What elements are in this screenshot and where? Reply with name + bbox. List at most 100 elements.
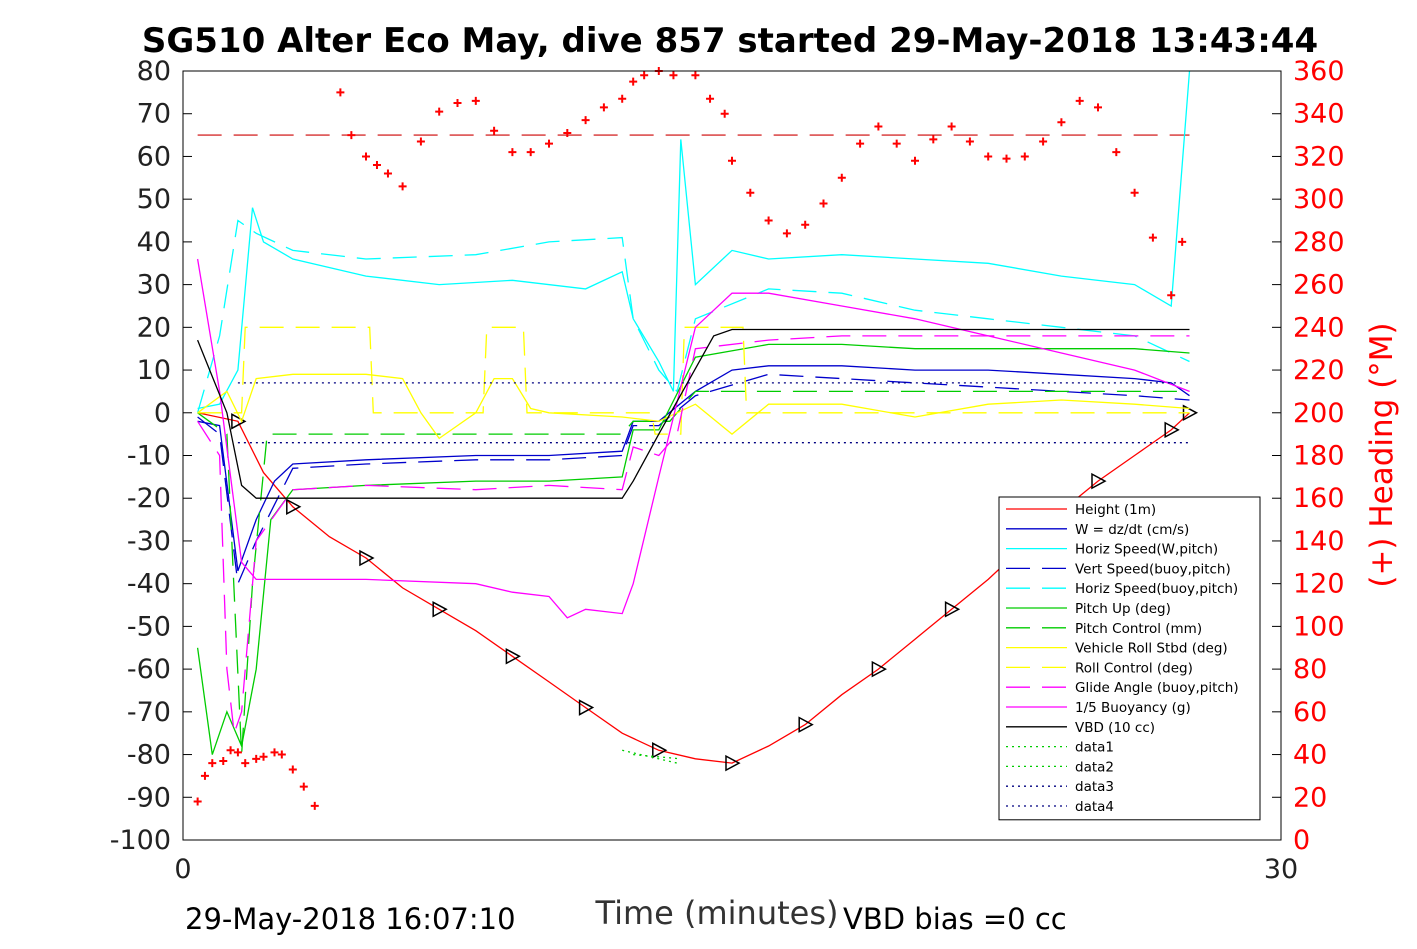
heading-point xyxy=(563,128,572,137)
heading-point xyxy=(1094,103,1102,112)
y-tick-label: -100 xyxy=(110,825,171,856)
x-tick-label: 30 xyxy=(1264,854,1298,885)
legend-entry: Vehicle Roll Stbd (deg) xyxy=(1075,641,1228,657)
y2-tick-label: 120 xyxy=(1293,569,1345,600)
heading-point xyxy=(618,94,627,103)
x-tick-label: 0 xyxy=(174,854,191,885)
y2-tick-label: 300 xyxy=(1293,184,1345,215)
heading-point xyxy=(1167,291,1176,300)
series-line-1-5-buoyancy-g xyxy=(196,258,1190,619)
legend-entry: Height (1m) xyxy=(1075,502,1156,518)
height-point-marker xyxy=(286,498,302,516)
heading-point xyxy=(471,96,480,105)
series-line-pitch-control-mm xyxy=(197,390,1190,755)
heading-point xyxy=(336,88,345,97)
heading-point xyxy=(193,797,202,806)
heading-point xyxy=(270,748,279,757)
heading-point xyxy=(929,135,938,144)
y-tick-label: -30 xyxy=(127,526,171,557)
heading-point xyxy=(219,756,228,765)
heading-markers xyxy=(193,67,1187,810)
heading-point xyxy=(640,71,649,80)
heading-point xyxy=(706,94,715,103)
heading-point xyxy=(347,131,356,140)
height-point-marker xyxy=(652,742,668,759)
y2-tick-label: 80 xyxy=(1293,654,1327,685)
heading-point xyxy=(947,122,956,131)
legend-entry: data1 xyxy=(1075,740,1114,756)
heading-point xyxy=(629,77,638,86)
heading-point xyxy=(1039,137,1048,146)
heading-point xyxy=(277,750,286,759)
legend-entry: Horiz Speed(buoy,pitch) xyxy=(1075,581,1238,597)
heading-point xyxy=(746,188,755,197)
heading-point xyxy=(1075,96,1084,105)
heading-point xyxy=(892,139,901,148)
y2-tick-label: 140 xyxy=(1293,526,1345,557)
legend-entry: 1/5 Buoyancy (g) xyxy=(1075,700,1191,716)
y2-tick-label: 200 xyxy=(1293,398,1345,429)
heading-point xyxy=(819,199,828,208)
heading-point xyxy=(508,148,517,157)
height-point-marker xyxy=(871,660,887,678)
legend: Height (1m) W = dz/dt (cm/s) Horiz Speed(W… xyxy=(998,496,1261,821)
heading-point xyxy=(691,71,700,80)
legend-entry: Pitch Control (mm) xyxy=(1075,621,1202,637)
heading-point xyxy=(288,765,297,774)
legend-entry: Glide Angle (buoy,pitch) xyxy=(1075,680,1239,696)
y2-tick-label: 40 xyxy=(1293,740,1327,771)
heading-point xyxy=(874,122,883,131)
heading-point xyxy=(398,182,407,191)
y-tick-label: -40 xyxy=(127,569,171,600)
height-point-marker xyxy=(432,601,448,618)
y-tick-label: 50 xyxy=(137,184,171,215)
y2-tick-label: 60 xyxy=(1293,697,1327,728)
heading-point xyxy=(362,152,370,161)
y2-tick-label: 240 xyxy=(1293,312,1345,343)
heading-point xyxy=(911,156,919,165)
heading-point xyxy=(241,759,250,768)
y2-tick-label: 280 xyxy=(1293,227,1345,258)
y2-tick-label: 100 xyxy=(1293,611,1345,642)
legend-entry: Pitch Up (deg) xyxy=(1075,601,1171,617)
y2-tick-label: 260 xyxy=(1293,270,1345,301)
heading-point xyxy=(545,139,553,148)
height-point-marker xyxy=(944,601,961,618)
y-tick-label: -80 xyxy=(127,740,171,771)
y2-axis-label: (+) Heading (°M) xyxy=(1364,322,1400,587)
legend-entry: data4 xyxy=(1075,799,1114,815)
height-point-marker xyxy=(798,716,814,733)
heading-point xyxy=(965,137,974,146)
legend-entry: VBD (10 cc) xyxy=(1075,720,1155,736)
series-line-data2 xyxy=(633,753,681,760)
y-tick-label: -20 xyxy=(127,483,171,514)
heading-point xyxy=(837,173,846,182)
heading-point xyxy=(259,752,268,761)
heading-point xyxy=(416,137,425,146)
series-line-horiz-speed-buoy-pitch xyxy=(196,219,1190,413)
y2-tick-label: 320 xyxy=(1293,141,1345,172)
series-layer xyxy=(196,70,1199,772)
heading-point xyxy=(226,746,235,755)
heading-point xyxy=(1130,188,1139,197)
height-point-marker xyxy=(505,648,521,665)
series-line-horiz-speed-w-pitch xyxy=(197,70,1191,410)
heading-point xyxy=(1178,237,1187,246)
heading-point xyxy=(372,160,381,169)
heading-point xyxy=(720,109,729,118)
heading-point xyxy=(435,107,444,116)
heading-point xyxy=(310,801,319,810)
heading-point xyxy=(233,748,242,757)
height-point-marker xyxy=(1091,472,1107,490)
legend-entry: Horiz Speed(W,pitch) xyxy=(1075,542,1218,558)
y2-tick-label: 340 xyxy=(1293,99,1345,130)
axes-layer: 80706050403020100-10-20-30-40-50-60-70-8… xyxy=(110,56,1345,885)
chart-title: SG510 Alter Eco May, dive 857 started 29… xyxy=(142,21,1318,61)
heading-point xyxy=(764,216,773,225)
footer-timestamp: 29-May-2018 16:07:10 xyxy=(185,902,516,936)
heading-point xyxy=(856,139,865,148)
heading-point xyxy=(581,116,590,125)
height-point-marker xyxy=(1164,421,1180,439)
y-tick-label: 40 xyxy=(137,227,171,258)
